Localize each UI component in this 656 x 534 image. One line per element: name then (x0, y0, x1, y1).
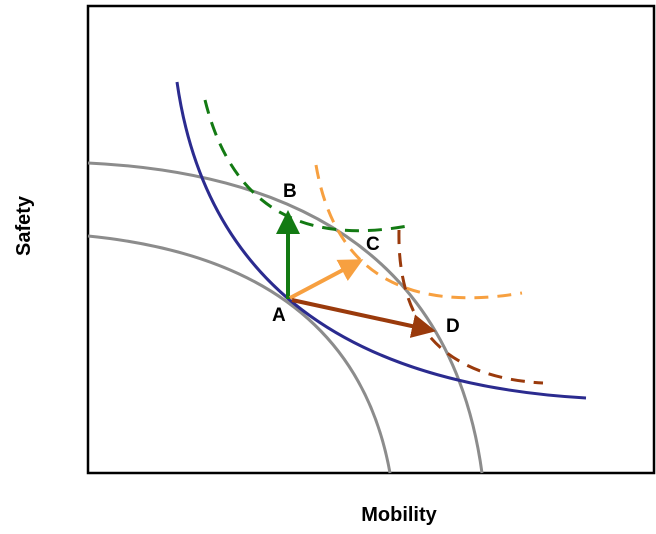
point-d-label: D (446, 316, 460, 337)
x-axis-label: Mobility (361, 504, 437, 526)
outer-frontier-curve (87, 161, 484, 474)
brown-dashed-curve (397, 229, 544, 385)
inner-frontier-curve (87, 234, 392, 474)
y-axis-label: Safety (13, 195, 35, 256)
green-dashed-curve (203, 99, 414, 233)
arrow-a-to-d (291, 298, 436, 338)
arrow-a-to-c (289, 259, 364, 300)
orange-dashed-curve (314, 164, 523, 300)
point-a-label: A (272, 305, 286, 326)
plot-frame (86, 4, 656, 475)
point-c-label: C (366, 234, 380, 255)
indifference-curve (175, 81, 587, 400)
point-b-label: B (283, 181, 297, 202)
